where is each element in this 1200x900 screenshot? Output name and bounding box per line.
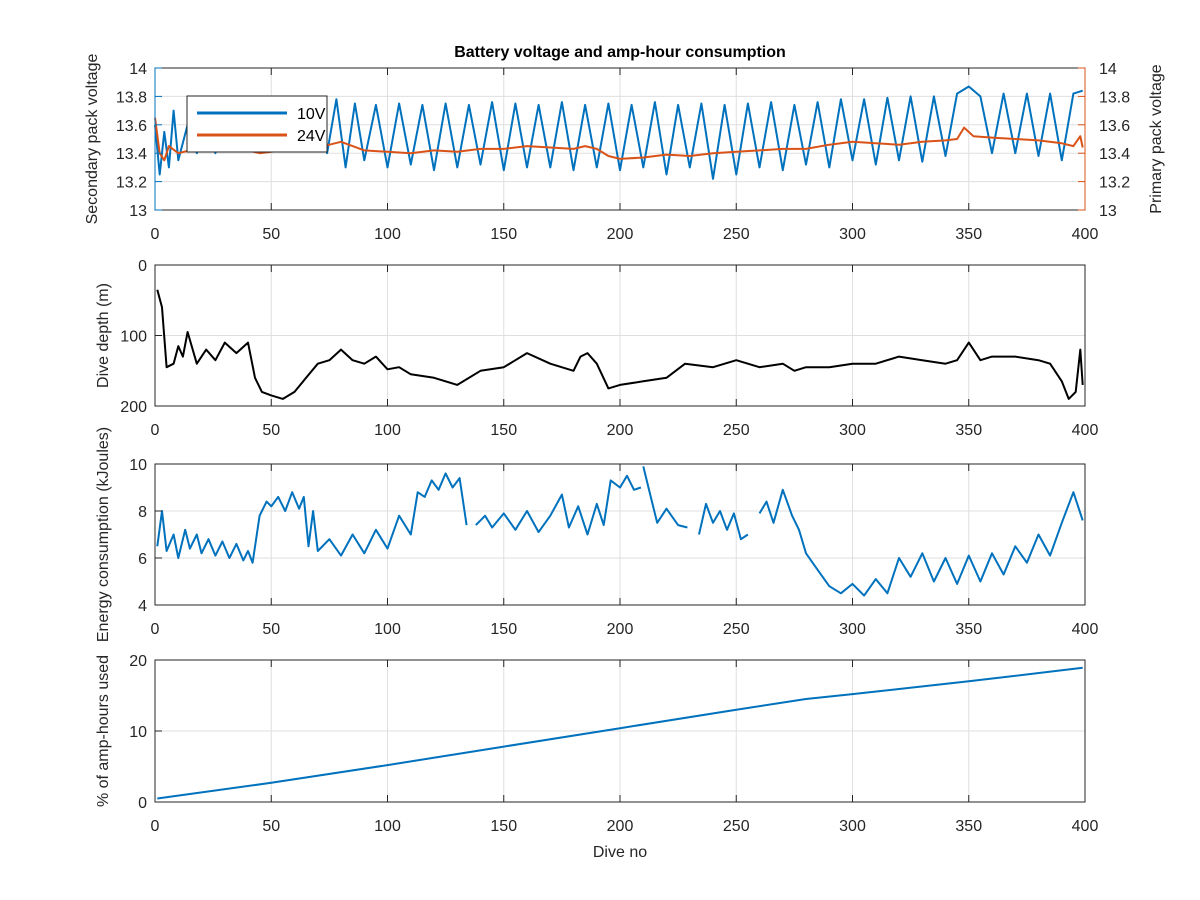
x-tick-label: 150	[490, 818, 517, 835]
series-line-1	[156, 472, 468, 564]
x-tick-label: 350	[955, 226, 982, 243]
y-tick-label: 4	[138, 598, 147, 615]
x-tick-label: 300	[839, 226, 866, 243]
x-tick-label: 200	[607, 621, 634, 638]
x-tick-label: 350	[955, 621, 982, 638]
series-line-1	[475, 474, 642, 536]
x-tick-label: 300	[839, 621, 866, 638]
legend-label-24v: 24V	[297, 128, 326, 145]
y-right-tick-label: 13.4	[1099, 146, 1130, 163]
x-tick-label: 0	[151, 422, 160, 439]
x-tick-label: 250	[723, 422, 750, 439]
subplot-2: 0 50 100 150 200 250 300 350 400 0 100 200 Dive dept…	[95, 258, 1098, 439]
x-tick-label: 50	[262, 226, 280, 243]
legend-label-10v: 10V	[297, 106, 326, 123]
series-line-1	[642, 466, 688, 529]
legend-box	[186, 95, 328, 153]
x-tick-label: 400	[1072, 621, 1099, 638]
series-line-1	[758, 488, 1084, 597]
y-axis-label: Secondary pack voltage	[84, 54, 101, 225]
x-tick-label: 150	[490, 422, 517, 439]
x-tick-label: 50	[262, 422, 280, 439]
x-tick-label: 50	[262, 621, 280, 638]
y-tick-label: 13.4	[116, 146, 147, 163]
y-tick-label: 10	[129, 457, 147, 474]
y-right-tick-label: 13.8	[1099, 89, 1130, 106]
y-tick-label: 13.2	[116, 175, 147, 192]
x-tick-label: 250	[723, 818, 750, 835]
subplots: 0 50 100 150 200 250 300 350 4001313.213.413.613…	[84, 54, 1165, 861]
x-tick-label: 300	[839, 422, 866, 439]
y-tick-label: 20	[129, 653, 147, 670]
chart-title: Battery voltage and amp-hour consumption	[454, 44, 786, 61]
y-tick-label: 0	[138, 795, 147, 812]
y-tick-label: 14	[129, 61, 147, 78]
x-tick-label: 200	[607, 226, 634, 243]
x-tick-label: 0	[151, 621, 160, 638]
y-right-tick-label: 13	[1099, 203, 1117, 220]
y-right-axis-label: Primary pack voltage	[1148, 64, 1165, 213]
x-tick-label: 50	[262, 818, 280, 835]
series-line-1	[157, 666, 1083, 800]
x-tick-label: 0	[151, 818, 160, 835]
subplot-4: 0 50 100 150 200 250 300 350 400 0 10 20 % of amp-ho…	[95, 653, 1098, 861]
y-tick-label: 100	[120, 329, 147, 346]
y-right-tick-label: 13.2	[1099, 175, 1130, 192]
y-axis-label: Energy consumption (kJoules)	[95, 427, 112, 642]
y-right-tick-label: 14	[1099, 61, 1117, 78]
x-tick-label: 100	[374, 818, 401, 835]
x-tick-label: 0	[151, 226, 160, 243]
y-tick-label: 10	[129, 724, 147, 741]
x-tick-label: 100	[374, 621, 401, 638]
x-tick-label: 150	[490, 226, 517, 243]
y-tick-label: 13	[129, 203, 147, 220]
x-tick-label: 100	[374, 422, 401, 439]
x-tick-label: 200	[607, 422, 634, 439]
x-tick-label: 100	[374, 226, 401, 243]
series-line-1	[698, 502, 749, 541]
y-axis-label: Dive depth (m)	[95, 283, 112, 388]
x-tick-label: 250	[723, 226, 750, 243]
x-tick-label: 200	[607, 818, 634, 835]
x-tick-label: 300	[839, 818, 866, 835]
x-tick-label: 400	[1072, 818, 1099, 835]
y-axis-label: % of amp-hours used	[95, 655, 112, 807]
x-tick-label: 400	[1072, 226, 1099, 243]
x-tick-label: 350	[955, 818, 982, 835]
y-tick-label: 13.6	[116, 118, 147, 135]
x-tick-label: 350	[955, 422, 982, 439]
y-tick-label: 6	[138, 551, 147, 568]
series-line-1	[156, 289, 1084, 400]
subplot-3: 0 50 100 150 200 250 300 350 400 4 6 8 10 Energy cons…	[95, 427, 1098, 642]
y-tick-label: 13.8	[116, 89, 147, 106]
y-tick-label: 8	[138, 504, 147, 521]
y-tick-label: 0	[138, 258, 147, 275]
x-tick-label: 250	[723, 621, 750, 638]
y-right-tick-label: 13.6	[1099, 118, 1130, 135]
y-tick-label: 200	[120, 399, 147, 416]
x-tick-label: 150	[490, 621, 517, 638]
subplot-1: 0 50 100 150 200 250 300 350 4001313.213.413.613…	[84, 54, 1165, 243]
x-tick-label: 400	[1072, 422, 1099, 439]
x-axis-label: Dive no	[593, 844, 647, 861]
